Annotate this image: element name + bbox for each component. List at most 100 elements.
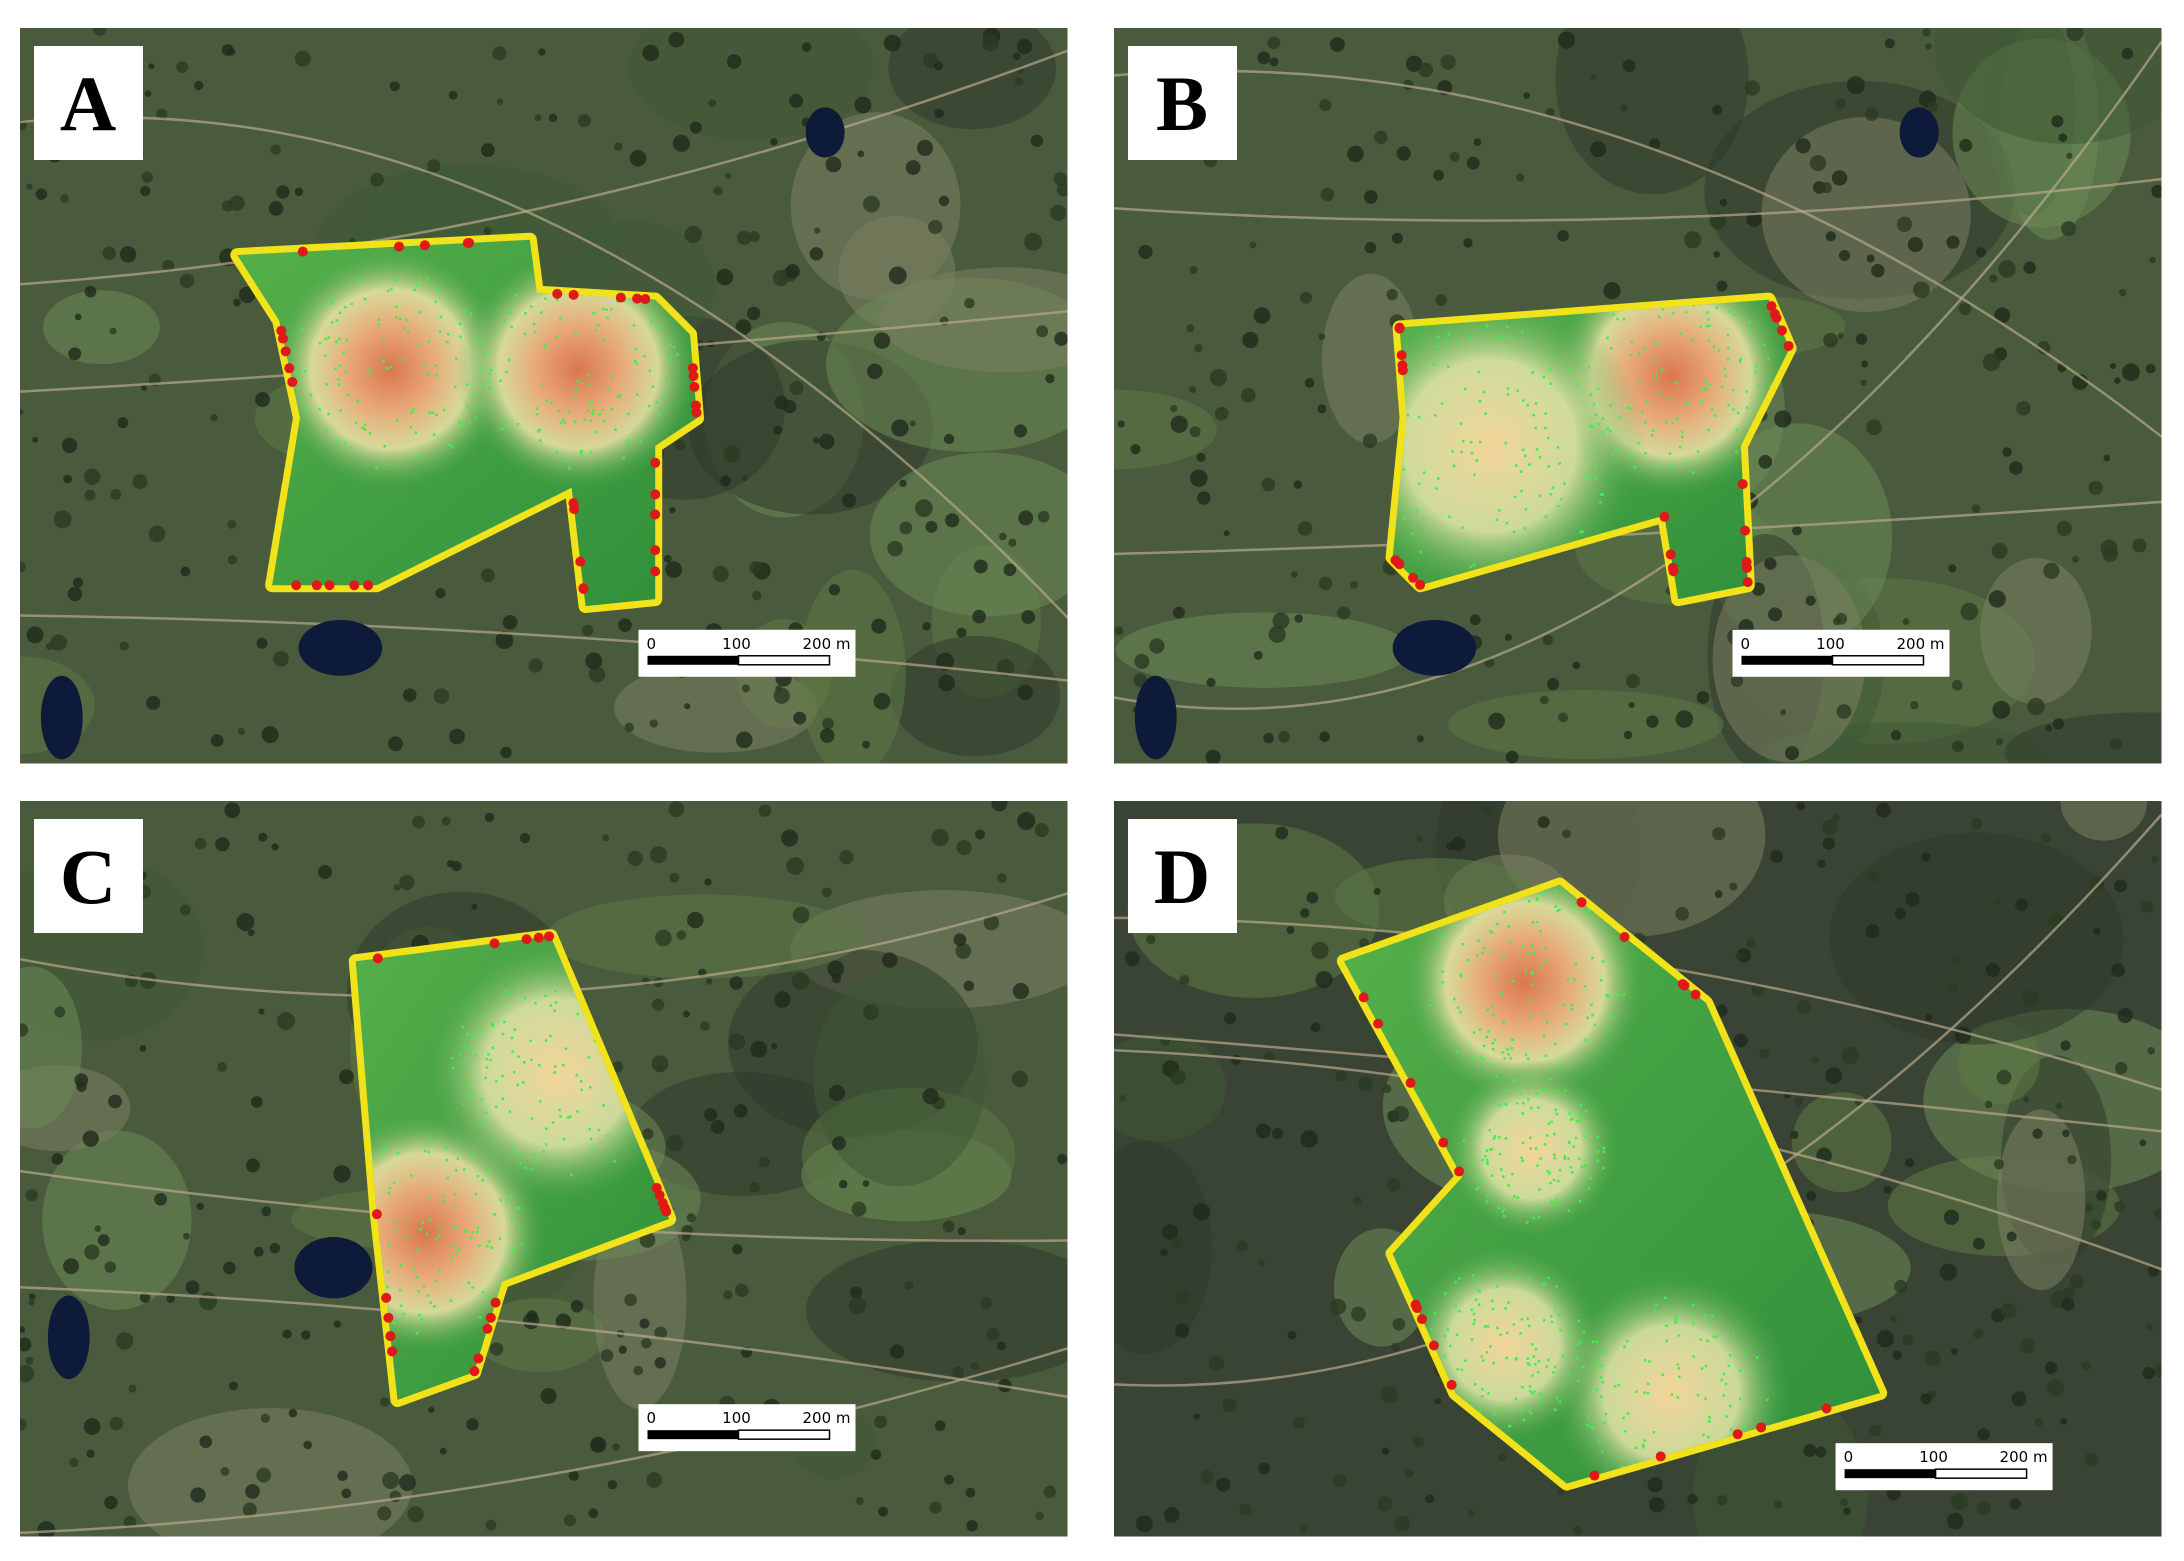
detection-point bbox=[1547, 465, 1550, 468]
detection-point bbox=[1419, 550, 1423, 554]
detection-point bbox=[1549, 493, 1553, 496]
field-patch bbox=[888, 28, 1057, 130]
tree bbox=[828, 1084, 846, 1102]
detection-point bbox=[1477, 370, 1480, 374]
detection-point bbox=[1711, 1314, 1714, 1318]
detection-point bbox=[1728, 310, 1731, 313]
detection-point bbox=[1499, 1333, 1502, 1336]
tree bbox=[2047, 1379, 2064, 1397]
detection-point bbox=[1533, 1081, 1537, 1084]
edge-point bbox=[578, 583, 589, 594]
road bbox=[1114, 40, 2162, 710]
detection-point bbox=[449, 1299, 453, 1302]
tree bbox=[1920, 1393, 1932, 1405]
detection-point bbox=[519, 1162, 522, 1165]
detection-point bbox=[1528, 463, 1531, 466]
tree bbox=[1823, 332, 1838, 348]
detection-point bbox=[1558, 908, 1561, 912]
edge-point bbox=[469, 1366, 480, 1377]
detection-point bbox=[1538, 966, 1542, 970]
detection-point bbox=[484, 1076, 487, 1080]
tree bbox=[104, 1261, 116, 1273]
tree bbox=[1030, 134, 1044, 147]
detection-point bbox=[1515, 1357, 1518, 1360]
detection-point bbox=[1674, 381, 1678, 384]
detection-point bbox=[1744, 1352, 1747, 1355]
tree bbox=[633, 1365, 643, 1376]
tree bbox=[772, 270, 790, 287]
tree bbox=[489, 1342, 504, 1356]
detection-point bbox=[1501, 1051, 1504, 1054]
detection-point bbox=[1612, 313, 1615, 316]
detection-point bbox=[1623, 1429, 1627, 1433]
detection-point bbox=[1658, 392, 1662, 396]
tree bbox=[1993, 1159, 2005, 1170]
tree bbox=[538, 48, 546, 56]
detection-point bbox=[1470, 451, 1474, 455]
tree bbox=[705, 978, 713, 985]
detection-point bbox=[1554, 890, 1558, 893]
tree bbox=[269, 1242, 281, 1254]
tree bbox=[1590, 141, 1607, 158]
edge-point bbox=[1394, 559, 1405, 570]
detection-point bbox=[1520, 489, 1523, 493]
detection-point bbox=[1489, 950, 1493, 954]
tree bbox=[1435, 294, 1447, 306]
tree bbox=[1114, 626, 1124, 636]
detection-point bbox=[1440, 402, 1444, 405]
tree bbox=[1573, 1526, 1582, 1535]
tree bbox=[1269, 57, 1279, 67]
tree bbox=[1249, 241, 1257, 249]
tree bbox=[1440, 54, 1456, 70]
detection-point bbox=[580, 1080, 583, 1083]
detection-point bbox=[1600, 1364, 1604, 1368]
detection-point bbox=[1553, 1203, 1557, 1207]
detection-point bbox=[1627, 406, 1630, 410]
tree bbox=[1223, 530, 1230, 537]
detection-point bbox=[419, 1228, 423, 1231]
tree bbox=[588, 666, 606, 683]
detection-point bbox=[1571, 1003, 1574, 1007]
density-hotspot bbox=[267, 246, 514, 492]
tree bbox=[51, 1153, 64, 1165]
tree bbox=[1350, 1306, 1366, 1322]
detection-point bbox=[446, 1176, 449, 1180]
tree bbox=[656, 1064, 663, 1071]
tree bbox=[943, 435, 952, 444]
tree bbox=[1257, 1259, 1265, 1267]
detection-point bbox=[499, 379, 502, 383]
tree bbox=[1785, 746, 1800, 761]
tree bbox=[1939, 1263, 1958, 1281]
detection-point bbox=[481, 1013, 484, 1017]
edge-point bbox=[1373, 1018, 1384, 1029]
tree bbox=[119, 641, 129, 651]
edge-point bbox=[489, 938, 500, 949]
detection-point bbox=[1492, 1137, 1496, 1140]
tree bbox=[2040, 833, 2051, 844]
detection-point bbox=[1491, 931, 1494, 934]
tree bbox=[1925, 43, 1932, 50]
tree bbox=[2154, 1209, 2162, 1220]
edge-point bbox=[1438, 1137, 1449, 1148]
detection-point bbox=[395, 1229, 398, 1233]
tree bbox=[250, 1096, 263, 1108]
detection-point bbox=[1614, 447, 1618, 451]
detection-point bbox=[1589, 475, 1592, 479]
detection-point bbox=[662, 397, 665, 400]
tree bbox=[770, 137, 778, 146]
tree bbox=[148, 525, 166, 543]
detection-point bbox=[1522, 399, 1525, 402]
tree bbox=[1946, 235, 1960, 249]
detection-point bbox=[564, 1047, 568, 1051]
detection-point bbox=[1592, 446, 1596, 449]
detection-point bbox=[1522, 1418, 1526, 1422]
detection-point bbox=[1495, 974, 1498, 977]
tree bbox=[1193, 1413, 1201, 1420]
tree bbox=[84, 468, 101, 486]
detection-point bbox=[1452, 464, 1456, 468]
field-patch bbox=[1448, 690, 1724, 760]
detection-point bbox=[1531, 1343, 1534, 1346]
tree bbox=[704, 1108, 718, 1122]
detection-point bbox=[1696, 1393, 1700, 1397]
tree bbox=[1057, 1154, 1068, 1165]
